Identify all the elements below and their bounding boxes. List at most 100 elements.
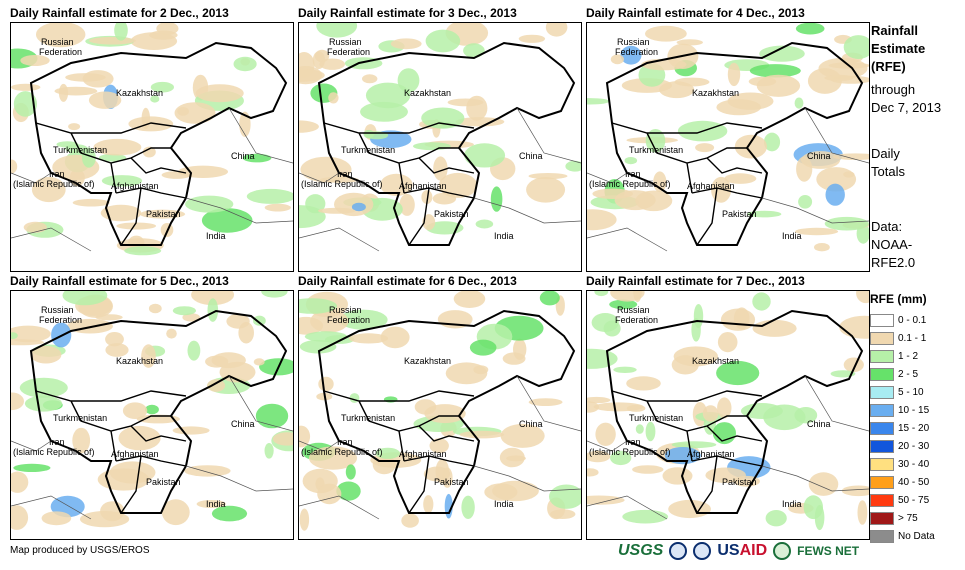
rainfall-patch [587, 468, 599, 477]
rainfall-patch [490, 186, 503, 212]
rainfall-patch [824, 74, 854, 81]
rainfall-patch [299, 339, 337, 354]
panel-title: Daily Rainfall estimate for 3 Dec., 2013 [298, 6, 517, 20]
legend-item: 1 - 2 [870, 347, 935, 365]
legend-item: No Data [870, 527, 935, 545]
map-label-india: India [782, 499, 802, 509]
rainfall-patch [528, 173, 568, 180]
map-label-turkmenistan: Turkmenistan [341, 413, 396, 423]
rainfall-patch [453, 291, 486, 308]
rainfall-patch [72, 198, 110, 207]
rainfall-patch [351, 202, 366, 212]
map-label-turkmenistan: Turkmenistan [341, 145, 396, 155]
rainfall-patch [31, 176, 66, 203]
rainfall-patch [100, 204, 142, 222]
usaid-logo: USAID [717, 542, 767, 560]
rainfall-patch [105, 343, 129, 357]
map-canvas [11, 23, 293, 256]
map-label-iran-1: Iran [625, 437, 641, 447]
rainfall-patch [674, 77, 710, 87]
rainfall-patch [233, 56, 257, 72]
sidebar-data-label: Data: [871, 219, 903, 234]
map-label-afghanistan: Afghanistan [687, 449, 735, 459]
rainfall-patch [226, 313, 250, 329]
rainfall-patch [528, 398, 563, 406]
rainfall-map: Russian Federation Kazakhstan Turkmenistan I… [586, 290, 870, 540]
rainfall-patch [595, 422, 616, 446]
rainfall-patch [673, 346, 718, 367]
map-label-afghanistan: Afghanistan [399, 449, 447, 459]
country-borders [35, 390, 187, 514]
rainfall-patch [253, 315, 266, 326]
rainfall-patch [587, 348, 618, 369]
rainfall-patch [423, 495, 434, 514]
rainfall-patch [413, 142, 451, 151]
rainfall-patch [492, 480, 539, 502]
rainfall-patch [68, 123, 81, 131]
rainfall-patch [421, 190, 433, 205]
rainfall-patch [794, 97, 804, 109]
rainfall-map: Russian Federation Kazakhstan Turkmenistan I… [586, 22, 870, 272]
legend-swatch [870, 439, 894, 453]
legend-label: 30 - 40 [898, 458, 930, 470]
rainfall-patch [425, 29, 461, 53]
rainfall-patch [304, 331, 348, 342]
map-label-iran-1: Iran [337, 169, 353, 179]
legend-swatch [870, 529, 894, 543]
rainfall-patch [463, 43, 485, 58]
legend-label: 0.1 - 1 [898, 332, 927, 344]
legend-item: 30 - 40 [870, 455, 935, 473]
map-label-iran-1: Iran [337, 437, 353, 447]
rainfall-patch [399, 193, 415, 216]
rainfall-patch [114, 23, 128, 41]
rainfall-patch [11, 471, 29, 493]
rainfall-patch [150, 81, 174, 93]
map-label-pakistan: Pakistan [434, 209, 469, 219]
rainfall-patch [824, 216, 869, 231]
map-label-iran-1: Iran [49, 169, 65, 179]
rainfall-patch [841, 485, 869, 497]
rainfall-patch [336, 481, 361, 501]
panel-dec-4: Daily Rainfall estimate for 4 Dec., 2013… [586, 6, 874, 276]
map-label-russia-1: Russian [41, 37, 74, 47]
rainfall-patch [201, 208, 253, 233]
rainfall-patch [587, 396, 611, 404]
sidebar-through: through [871, 82, 916, 97]
rainfall-patch [825, 183, 845, 206]
rainfall-patch [161, 171, 192, 179]
map-label-russia-1: Russian [329, 37, 362, 47]
rainfall-patch [421, 107, 465, 129]
country-borders [611, 122, 763, 246]
panel-title: Daily Rainfall estimate for 2 Dec., 2013 [10, 6, 229, 20]
rainfall-patch [246, 188, 293, 204]
rainfall-patch [594, 291, 609, 297]
legend-label: > 75 [898, 512, 918, 524]
rainfall-patch [98, 153, 127, 162]
rainfall-patch [695, 143, 715, 153]
rainfall-patch [272, 432, 293, 446]
map-label-iran-2: (Islamic Republic of) [13, 447, 95, 457]
map-label-russia-1: Russian [617, 37, 650, 47]
legend-swatch [870, 313, 894, 327]
map-label-turkmenistan: Turkmenistan [53, 145, 108, 155]
panel-title: Daily Rainfall estimate for 7 Dec., 2013 [586, 274, 805, 288]
rainfall-patch [11, 332, 18, 339]
rainfall-patch [128, 116, 174, 132]
legend-title: RFE (mm) [870, 292, 927, 306]
map-label-russia-2: Federation [327, 315, 371, 325]
map-label-afghanistan: Afghanistan [111, 449, 159, 459]
legend-swatch [870, 349, 894, 363]
rainfall-patch [30, 345, 62, 364]
rainfall-patch [255, 403, 289, 429]
sidebar-title-estimate: Estimate [871, 41, 926, 56]
usgs-logo: USGS [618, 542, 664, 559]
rainfall-patch [464, 143, 506, 168]
sidebar-totals: Totals [871, 164, 905, 179]
rainfall-patch [300, 156, 352, 183]
rainfall-patch [56, 141, 79, 148]
rainfall-patch [242, 153, 272, 163]
rainfall-patch [105, 332, 124, 347]
rainfall-patch [41, 511, 72, 526]
rainfall-patch [843, 171, 855, 178]
rainfall-patch [587, 209, 617, 231]
